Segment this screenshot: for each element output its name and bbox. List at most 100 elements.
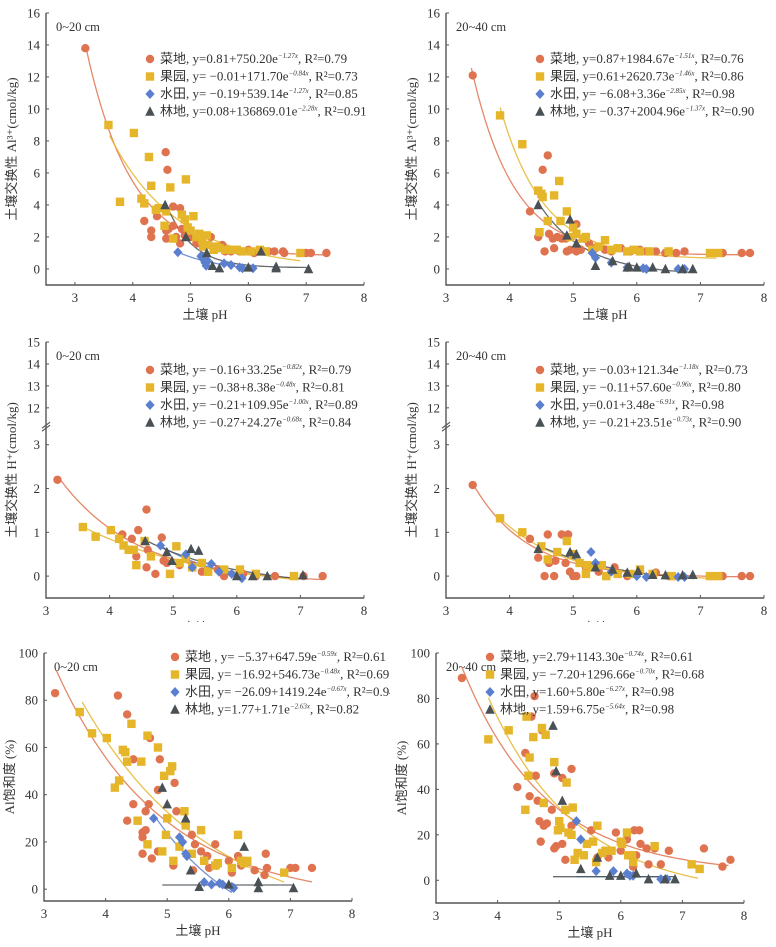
legend-marker-shuitian — [145, 400, 155, 410]
data-point — [271, 263, 281, 273]
legend-marker-lindi — [535, 417, 545, 427]
data-point — [144, 799, 153, 809]
data-point — [726, 855, 735, 865]
data-point — [140, 199, 149, 208]
data-point — [195, 229, 204, 238]
legend-label-shuitian: 水田, y= −0.19+539.14e−1.27x, R²=0.85 — [160, 86, 358, 101]
y-tick-label: 8 — [434, 134, 441, 149]
y-tick-label: 3 — [34, 437, 41, 452]
y-tick-label: 0 — [424, 873, 431, 888]
data-point — [571, 816, 582, 827]
data-point — [250, 866, 259, 875]
legend-marker-lindi — [485, 704, 495, 714]
data-point — [705, 248, 715, 258]
y-tick-label: 20 — [25, 834, 38, 849]
data-point — [163, 814, 172, 823]
y-tick-label: 10 — [27, 102, 40, 117]
y-tick-label: 0 — [32, 882, 39, 897]
fit-curve-guoyuan — [499, 107, 717, 259]
data-point — [175, 558, 184, 568]
data-point — [138, 849, 147, 858]
data-point — [518, 528, 527, 537]
data-point — [78, 522, 88, 532]
data-point — [106, 525, 116, 535]
data-point — [569, 223, 578, 232]
data-point — [175, 239, 185, 248]
data-point — [571, 238, 582, 248]
data-point — [181, 549, 191, 560]
y-tick-label: 10 — [427, 102, 440, 117]
data-point — [571, 549, 582, 559]
data-point — [582, 560, 592, 570]
data-point — [153, 743, 163, 752]
data-point — [280, 868, 289, 877]
legend-label-guoyuan: 果园, y= −16.92+546.73e−0.48x, R²=0.69 — [185, 667, 389, 682]
y-tick-label: 14 — [27, 356, 41, 371]
legend-label-guoyuan: 果园, y= −0.11+57.60e−0.96x, R²=0.80 — [550, 380, 741, 395]
data-point — [124, 545, 133, 555]
data-point — [159, 771, 169, 781]
data-point — [513, 782, 522, 792]
data-point — [576, 245, 586, 254]
data-point — [495, 111, 505, 120]
data-point — [538, 165, 547, 174]
data-point — [591, 857, 601, 867]
data-point — [215, 244, 224, 253]
data-point — [575, 558, 584, 568]
data-point — [561, 855, 570, 865]
data-point — [660, 263, 671, 274]
data-point — [588, 563, 597, 572]
series-caidi — [457, 673, 735, 871]
legend-marker-caidi — [485, 652, 495, 662]
data-point — [127, 534, 137, 544]
y-tick-label: 2 — [34, 481, 41, 496]
data-point — [597, 560, 607, 570]
y-tick-label: 6 — [34, 166, 41, 181]
data-point — [547, 805, 557, 815]
legend-marker-lindi — [535, 106, 545, 116]
legend: 菜地 , y= −5.37+647.59e−0.59x, R²=0.61 果园, … — [170, 649, 396, 717]
data-point — [133, 816, 142, 825]
legend: 菜地, y=0.81+750.20e−1.27x, R²=0.79 果园, y= … — [145, 51, 367, 119]
legend-label-shuitian: 水田, y= −0.21+109.95e−1.00x, R²=0.89 — [160, 397, 358, 412]
data-point — [555, 176, 564, 186]
data-point — [645, 247, 654, 256]
data-point — [162, 798, 172, 809]
data-point — [163, 165, 172, 174]
data-point — [737, 571, 746, 581]
legend-marker-lindi — [170, 704, 180, 714]
data-point — [253, 882, 264, 893]
data-point — [647, 569, 658, 579]
data-point — [576, 834, 586, 845]
axes: 3 4 5 6 7 8 0 2 4 6 8 10 12 14 16 — [27, 6, 367, 306]
y-tick-label: 3 — [434, 437, 441, 452]
data-point — [280, 248, 289, 258]
data-point — [607, 564, 618, 574]
legend: 菜地, y=2.79+1143.30e−0.74x, R²=0.61 果园, y=… — [485, 649, 704, 717]
data-point — [196, 825, 206, 835]
x-tick-label: 3 — [433, 908, 440, 923]
y-tick-label: 60 — [417, 736, 430, 751]
data-point — [318, 571, 327, 581]
x-axis-label: 土壤 pH — [582, 307, 627, 322]
x-tick-label: 7 — [297, 603, 304, 618]
data-point — [104, 120, 113, 130]
series-shuitian — [155, 540, 247, 584]
data-point — [504, 726, 513, 735]
data-point — [628, 857, 638, 867]
y-tick-label: 4 — [34, 198, 41, 213]
data-point — [562, 207, 572, 216]
axis-break-mark — [41, 421, 51, 432]
legend-label-caidi: 菜地, y= −0.16+33.25e−0.82x, R²=0.79 — [160, 362, 351, 377]
data-point — [189, 212, 198, 221]
data-point — [129, 799, 138, 809]
data-point — [180, 215, 189, 224]
data-point — [584, 239, 594, 248]
y-tick-label: 100 — [411, 646, 431, 661]
data-point — [149, 813, 159, 824]
data-point — [622, 828, 632, 837]
data-point — [529, 732, 538, 742]
data-point — [303, 263, 314, 274]
data-point — [197, 558, 207, 568]
